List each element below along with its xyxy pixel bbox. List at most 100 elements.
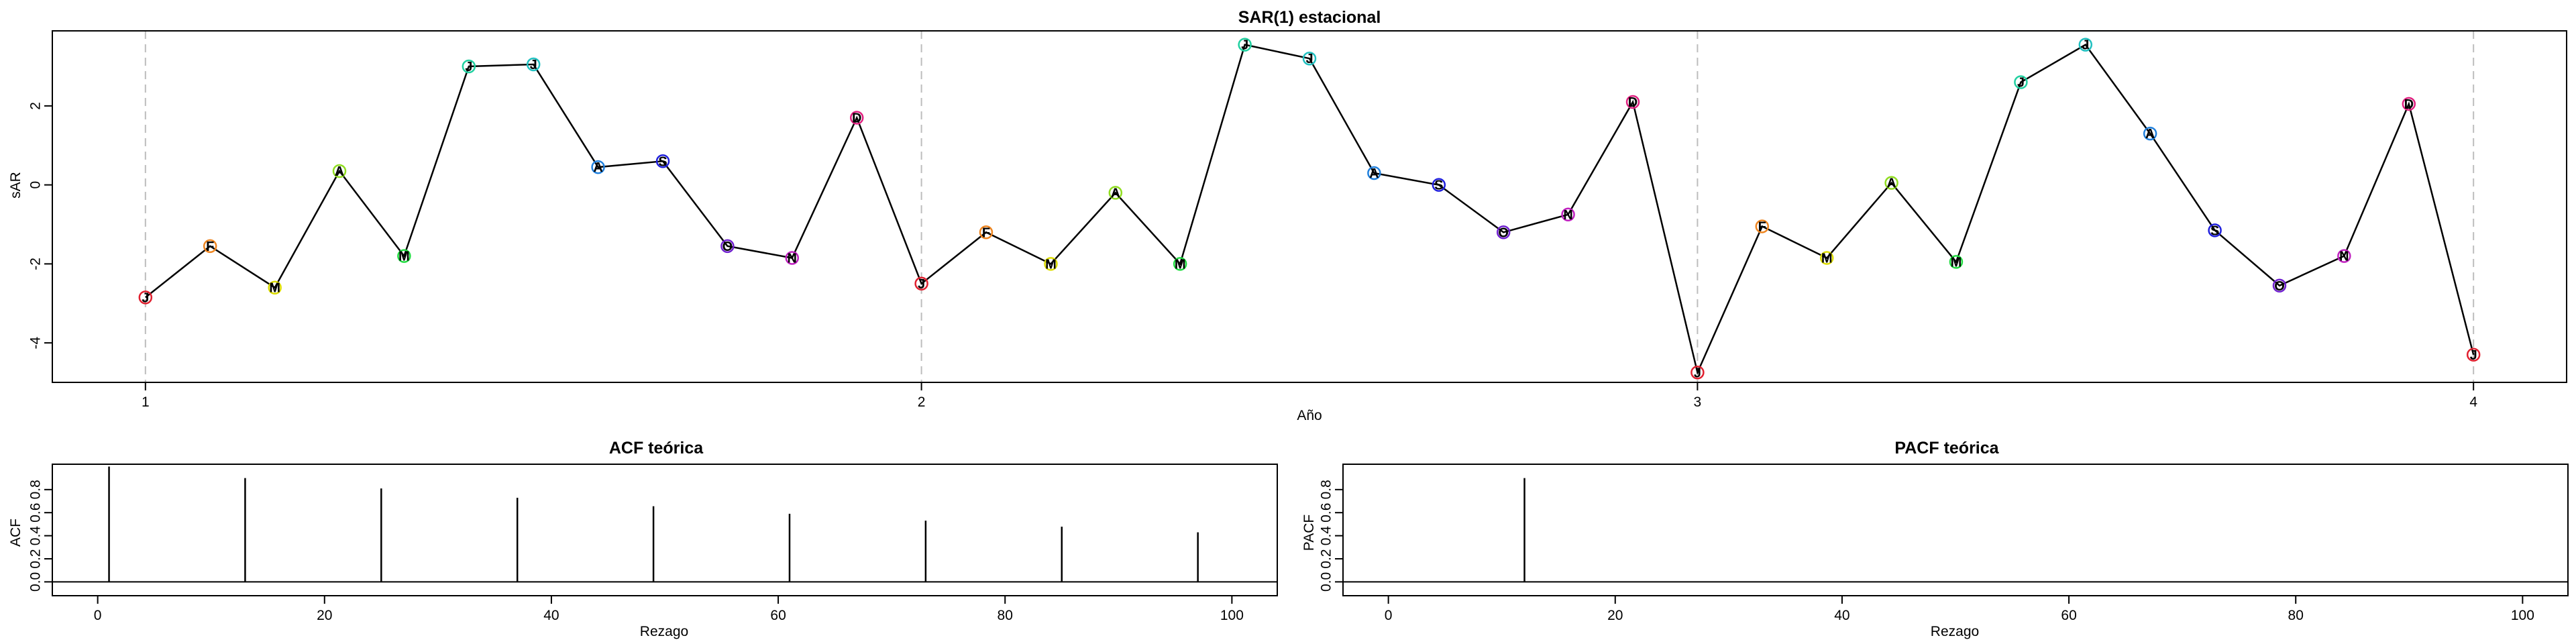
month-symbol: J [142, 290, 149, 305]
y-tick-label: 0.0 [1319, 572, 1334, 592]
month-symbol: A [1369, 166, 1379, 181]
month-symbol: N [2339, 250, 2349, 264]
pacf-title: PACF teórica [1894, 439, 1999, 458]
month-symbol: D [2404, 97, 2414, 112]
data-point [2143, 126, 2157, 141]
month-symbol: M [1821, 252, 1833, 266]
x-tick-label: 20 [1607, 608, 1623, 623]
data-point [2078, 38, 2093, 52]
x-tick-label: 0 [94, 608, 102, 623]
y-tick-label: 0.0 [28, 572, 44, 592]
y-tick-label: -4 [28, 336, 44, 349]
data-point [2272, 278, 2287, 293]
month-symbol: D [852, 111, 861, 126]
y-tick-label: 0.6 [1319, 503, 1334, 523]
sar-panel: SAR(1) estacional sAR Año 1 2 3 4 -4 -2 0 2 J F M… [8, 8, 2567, 423]
sar-axes: 1 2 3 4 -4 -2 0 2 [28, 102, 2478, 410]
acf-xlabel: Rezago [640, 624, 688, 639]
month-symbol: N [788, 252, 797, 266]
month-symbol: J [465, 60, 472, 74]
y-tick-label: 0.8 [28, 480, 44, 499]
data-point [979, 225, 994, 239]
data-point [2208, 223, 2222, 237]
data-point [785, 251, 800, 265]
sar-ylabel: sAR [8, 172, 23, 199]
month-symbol: S [658, 154, 667, 169]
month-symbol: F [1758, 219, 1766, 234]
pacf-panel: PACF teórica PACF Rezago 0 20 40 60 80 100 0.0… [1301, 439, 2569, 639]
x-tick-label: 20 [317, 608, 332, 623]
x-tick-label: 60 [2061, 608, 2076, 623]
data-point [1625, 95, 1640, 109]
data-point [1949, 255, 1964, 269]
data-point [1755, 219, 1770, 233]
sar-plot-frame [52, 30, 2567, 383]
y-tick-label: 0.2 [1319, 549, 1334, 568]
data-point [462, 59, 476, 74]
data-point [1884, 176, 1898, 190]
month-symbol: J [1305, 52, 1313, 66]
month-symbol: N [1563, 208, 1572, 223]
month-symbol: J [918, 277, 925, 292]
y-tick-label: 0 [28, 181, 44, 189]
month-symbol: O [1498, 225, 1509, 240]
month-symbol: A [1111, 186, 1120, 201]
sar-title: SAR(1) estacional [1238, 8, 1381, 27]
data-point [1302, 51, 1317, 66]
data-point [720, 239, 735, 254]
data-point [332, 164, 347, 178]
month-symbol: M [1045, 257, 1057, 272]
x-tick-label: 80 [998, 608, 1013, 623]
pacf-spikes [1343, 478, 2568, 583]
y-tick-label: 0.8 [1319, 480, 1334, 499]
data-point [203, 239, 217, 254]
sar-series-line [145, 43, 2475, 376]
month-symbol: J [1694, 366, 1701, 380]
acf-title: ACF teórica [609, 439, 704, 458]
data-point [1108, 186, 1123, 200]
data-point [1561, 207, 1575, 222]
y-tick-label: 0.4 [1319, 526, 1334, 546]
data-point [655, 154, 670, 168]
month-symbol: J [2082, 38, 2089, 53]
data-point [1367, 166, 1381, 180]
year-separator-lines [144, 31, 2475, 382]
y-tick-label: 0.6 [28, 503, 44, 523]
month-symbol: J [1241, 38, 1248, 53]
month-symbol: M [398, 250, 410, 264]
x-tick-label: 40 [1834, 608, 1849, 623]
month-symbol: S [2210, 223, 2219, 238]
data-point [914, 276, 928, 291]
sar-series: J F M A M J J A S O N D J F M A M J J A S O N D J F M A M J J A S O N D J [138, 38, 2481, 380]
y-tick-label: -2 [28, 258, 44, 270]
data-point [138, 290, 153, 305]
data-point [2337, 249, 2351, 263]
pacf-xlabel: Rezago [1931, 624, 1979, 639]
data-point [1432, 178, 1446, 192]
data-point [268, 280, 282, 294]
data-point [1238, 38, 1252, 52]
data-point [849, 111, 864, 125]
data-point [526, 57, 541, 72]
acf-plot-frame [52, 464, 1278, 596]
pacf-ylabel: PACF [1301, 515, 1317, 551]
y-tick-label: 2 [28, 102, 44, 110]
acf-spikes [52, 466, 1277, 583]
month-symbol: A [335, 164, 344, 179]
x-tick-label: 80 [2288, 608, 2304, 623]
sar-xlabel: Año [1297, 408, 1322, 423]
month-symbol: F [206, 239, 214, 254]
month-symbol: F [982, 225, 990, 240]
y-tick-label: 0.4 [28, 526, 44, 546]
month-symbol: A [593, 160, 602, 175]
data-point [1044, 257, 1058, 271]
month-symbol: J [2470, 348, 2477, 363]
month-symbol: A [1886, 176, 1896, 191]
acf-ylabel: ACF [8, 519, 23, 547]
month-symbol: O [2274, 279, 2285, 294]
data-point [397, 249, 411, 263]
x-tick-label: 60 [770, 608, 786, 623]
data-point [1496, 225, 1511, 239]
x-tick-label: 40 [543, 608, 559, 623]
x-tick-label: 3 [1694, 394, 1702, 410]
